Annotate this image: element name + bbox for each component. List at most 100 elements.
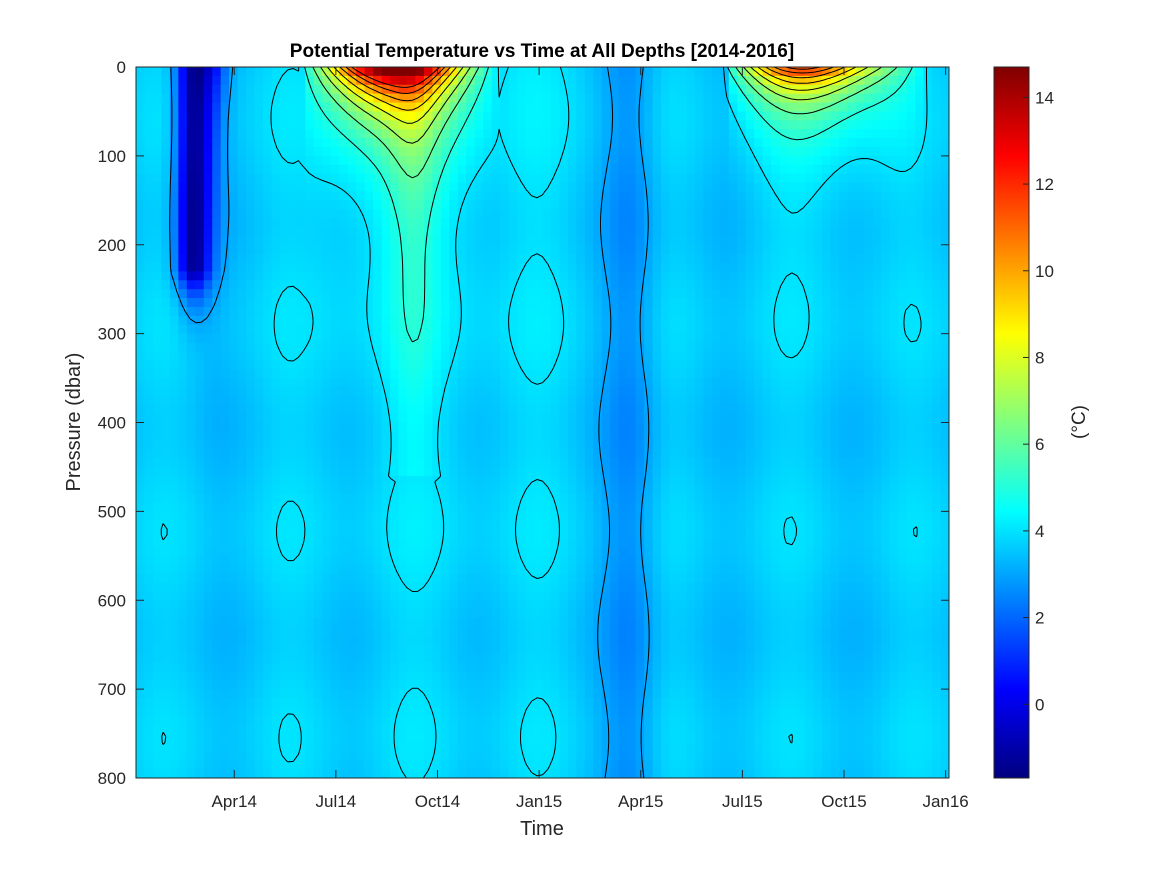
heatmap-cell [246,449,256,459]
heatmap-cell [601,431,611,441]
heatmap-cell [313,626,323,637]
heatmap-cell [330,351,340,361]
heatmap-cell [305,600,315,610]
heatmap-cell [593,306,603,317]
heatmap-cell [254,75,264,86]
heatmap-cell [415,529,425,539]
heatmap-cell [644,200,654,210]
heatmap-cell [296,600,306,610]
heatmap-cell [237,635,247,646]
heatmap-cell [500,378,510,388]
heatmap-cell [415,609,425,619]
heatmap-cell [508,84,518,95]
heatmap-cell [618,235,628,246]
heatmap-cell [330,671,340,681]
heatmap-cell [161,200,171,210]
heatmap-cell [627,626,637,637]
heatmap-cell [271,404,281,415]
heatmap-cell [627,706,637,717]
heatmap-cell [279,653,290,664]
heatmap-cell [483,760,493,770]
heatmap-cell [610,466,620,477]
heatmap-cell [576,342,586,352]
heatmap-cell [279,235,290,246]
heatmap-cell [601,306,611,317]
heatmap-cell [229,600,239,610]
heatmap-cell [339,102,349,113]
heatmap-cell [534,93,544,104]
heatmap-cell [144,538,154,548]
heatmap-cell [398,529,408,539]
heatmap-cell [195,715,205,726]
heatmap-cell [517,324,527,335]
heatmap-cell [186,298,196,308]
heatmap-cell [483,67,493,77]
heatmap-cell [161,404,171,415]
heatmap-cell [279,102,290,113]
heatmap-cell [356,538,366,548]
heatmap-cell [161,573,171,584]
heatmap-cell [178,431,188,441]
heatmap-cell [576,289,586,299]
heatmap-cell [271,626,281,637]
heatmap-cell [330,173,340,184]
heatmap-cell [152,591,163,601]
heatmap-cell [415,475,425,486]
heatmap-cell [618,449,628,459]
heatmap-cell [559,698,569,708]
heatmap-cell [229,635,239,646]
heatmap-cell [322,306,332,317]
heatmap-cell [271,369,281,379]
heatmap-cell [407,466,417,477]
heatmap-cell [517,102,527,113]
heatmap-cell [517,644,527,655]
heatmap-cell [542,484,552,495]
heatmap-cell [601,644,611,655]
heatmap-cell [542,573,552,584]
heatmap-cell [288,93,298,104]
heatmap-cell [618,653,628,664]
heatmap-cell [644,591,654,601]
heatmap-cell [525,511,535,521]
heatmap-cell [534,529,544,539]
heatmap-cell [161,760,171,770]
heatmap-cell [627,378,637,388]
heatmap-cell [457,191,467,201]
heatmap-cell [313,262,323,273]
heatmap-cell [390,173,400,184]
heatmap-cell [449,102,459,113]
heatmap-cell [203,324,213,335]
heatmap-cell [169,635,179,646]
heatmap-cell [203,218,213,228]
heatmap-cell [296,324,306,335]
heatmap-cell [288,84,298,95]
heatmap-cell [390,226,400,237]
heatmap-cell [356,706,366,717]
heatmap-cell [550,395,561,406]
heatmap-cell [618,680,628,690]
heatmap-cell [550,644,561,655]
heatmap-cell [457,715,467,726]
heatmap-cell [601,404,611,415]
heatmap-cell [432,529,442,539]
heatmap-cell [296,280,306,290]
heatmap-cell [601,75,611,86]
heatmap-cell [169,173,179,184]
heatmap-cell [339,662,349,672]
heatmap-cell [618,706,628,717]
heatmap-cell [203,182,213,193]
heatmap-cell [136,360,146,370]
heatmap-cell [466,760,476,770]
heatmap-cell [178,155,188,166]
heatmap-cell [398,475,408,486]
heatmap-cell [186,342,196,352]
heatmap-cell [186,706,196,717]
heatmap-cell [466,93,476,104]
heatmap-cell [559,715,569,726]
heatmap-cell [305,511,315,521]
heatmap-cell [567,626,577,637]
heatmap-cell [271,698,281,708]
heatmap-cell [322,235,332,246]
heatmap-cell [313,129,323,139]
heatmap-cell [390,271,400,281]
